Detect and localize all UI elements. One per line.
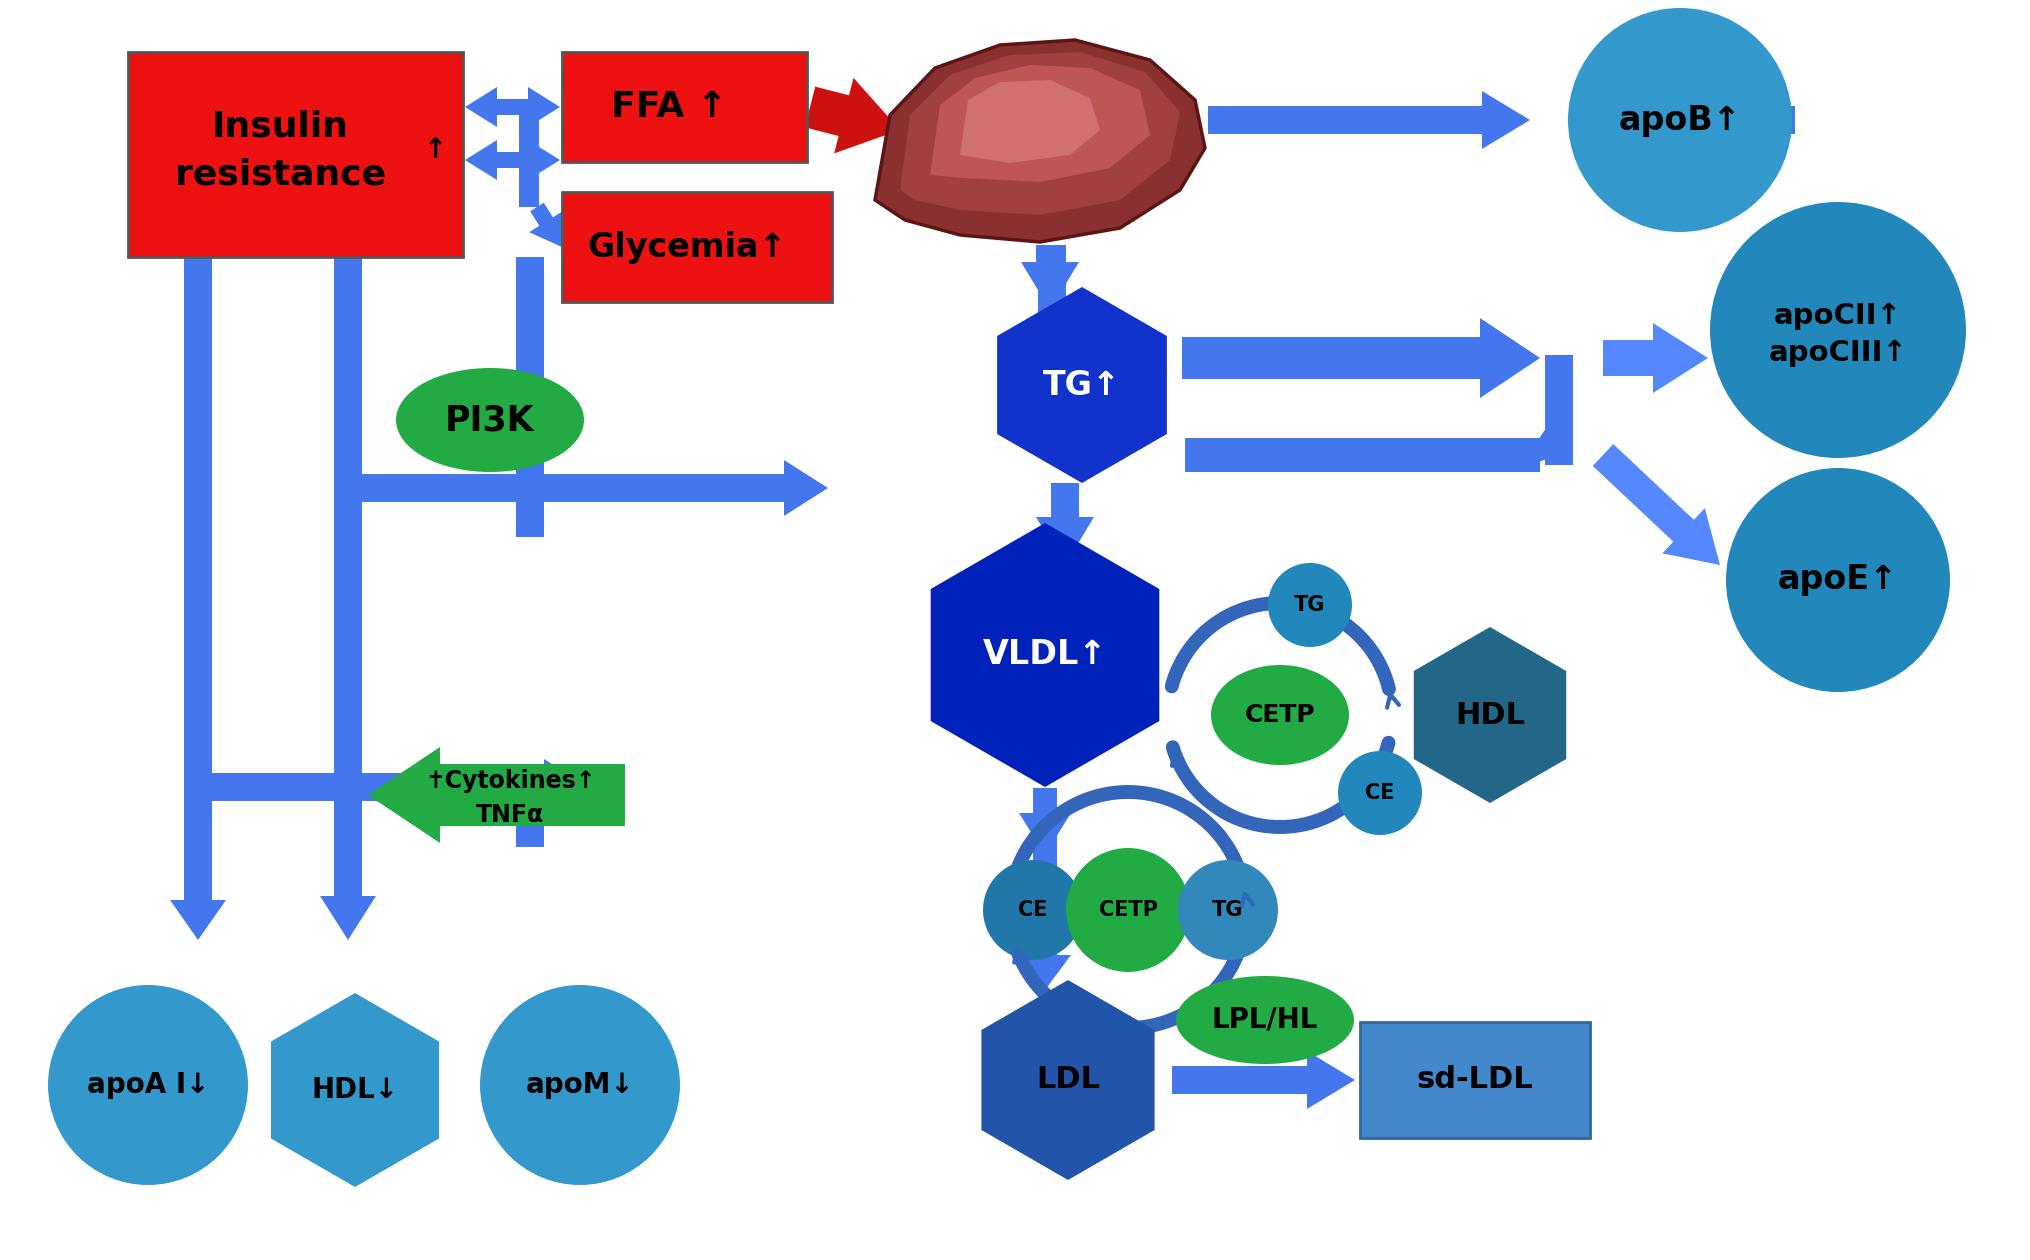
Text: apoCIII↑: apoCIII↑ xyxy=(1768,339,1906,367)
Polygon shape xyxy=(997,287,1167,483)
Polygon shape xyxy=(465,87,560,127)
Polygon shape xyxy=(1602,323,1707,393)
FancyBboxPatch shape xyxy=(562,192,832,302)
Bar xyxy=(1033,788,1056,919)
Bar xyxy=(185,257,211,902)
FancyBboxPatch shape xyxy=(562,52,806,163)
Polygon shape xyxy=(875,40,1204,242)
Text: Insulin: Insulin xyxy=(211,110,349,144)
Polygon shape xyxy=(1518,412,1559,469)
Circle shape xyxy=(1726,467,1949,692)
Polygon shape xyxy=(1181,318,1539,398)
Ellipse shape xyxy=(1210,665,1348,765)
Circle shape xyxy=(983,861,1082,960)
Text: PI3K: PI3K xyxy=(445,403,534,437)
Polygon shape xyxy=(1021,244,1078,310)
Polygon shape xyxy=(1035,483,1094,564)
Bar xyxy=(1033,856,1056,955)
Circle shape xyxy=(1338,751,1421,835)
Circle shape xyxy=(1709,202,1965,457)
Bar xyxy=(516,788,544,847)
Text: TG: TG xyxy=(1293,595,1326,615)
Circle shape xyxy=(479,985,680,1184)
Text: apoCII↑: apoCII↑ xyxy=(1772,302,1900,330)
Text: CETP: CETP xyxy=(1098,900,1157,920)
Text: apoB↑: apoB↑ xyxy=(1618,103,1740,136)
Bar xyxy=(520,107,538,207)
Polygon shape xyxy=(465,140,560,180)
Ellipse shape xyxy=(1175,976,1354,1063)
Circle shape xyxy=(1066,848,1190,971)
Polygon shape xyxy=(1567,91,1795,149)
Bar xyxy=(197,772,532,801)
Text: ✝Cytokines↑: ✝Cytokines↑ xyxy=(424,769,595,793)
Text: apoM↓: apoM↓ xyxy=(526,1071,633,1099)
Text: resistance: resistance xyxy=(175,158,386,192)
Text: TG: TG xyxy=(1212,900,1242,920)
Bar xyxy=(516,257,544,537)
Polygon shape xyxy=(804,78,899,154)
Text: apoE↑: apoE↑ xyxy=(1776,563,1898,596)
Bar xyxy=(333,257,361,788)
Circle shape xyxy=(1267,563,1352,646)
Text: FFA ↑: FFA ↑ xyxy=(611,89,727,123)
Bar xyxy=(347,474,777,501)
Text: TNFα: TNFα xyxy=(475,803,544,827)
Polygon shape xyxy=(1413,627,1565,803)
Bar xyxy=(1183,438,1539,472)
FancyBboxPatch shape xyxy=(1360,1022,1589,1138)
Polygon shape xyxy=(367,747,625,843)
Circle shape xyxy=(49,985,248,1184)
FancyBboxPatch shape xyxy=(128,52,463,257)
Text: HDL↓: HDL↓ xyxy=(311,1076,398,1104)
Polygon shape xyxy=(270,993,438,1187)
Text: CE: CE xyxy=(1364,782,1395,803)
Text: sd-LDL: sd-LDL xyxy=(1417,1066,1533,1095)
Polygon shape xyxy=(171,900,225,940)
Text: LPL/HL: LPL/HL xyxy=(1212,1005,1317,1034)
Text: CE: CE xyxy=(1017,900,1047,920)
Polygon shape xyxy=(930,66,1149,181)
Text: HDL: HDL xyxy=(1453,701,1525,730)
Polygon shape xyxy=(777,460,828,517)
Circle shape xyxy=(1567,8,1790,232)
Text: Glycemia↑: Glycemia↑ xyxy=(587,231,786,263)
Polygon shape xyxy=(1592,444,1719,564)
Polygon shape xyxy=(899,52,1179,215)
Ellipse shape xyxy=(396,368,585,472)
Polygon shape xyxy=(532,759,589,815)
Polygon shape xyxy=(530,203,562,247)
Circle shape xyxy=(1177,861,1277,960)
Bar xyxy=(1037,244,1066,325)
Text: CETP: CETP xyxy=(1244,703,1315,727)
Polygon shape xyxy=(1208,91,1529,149)
Polygon shape xyxy=(1019,788,1070,856)
Text: VLDL↑: VLDL↑ xyxy=(983,639,1106,672)
Polygon shape xyxy=(980,980,1153,1181)
Text: TG↑: TG↑ xyxy=(1043,368,1121,402)
Text: LDL: LDL xyxy=(1035,1066,1100,1095)
Polygon shape xyxy=(321,788,376,940)
Polygon shape xyxy=(1171,1051,1354,1109)
Bar xyxy=(1545,355,1571,465)
Polygon shape xyxy=(930,523,1159,788)
Polygon shape xyxy=(1019,955,1070,990)
Text: ↑: ↑ xyxy=(422,136,447,164)
Text: apoA I↓: apoA I↓ xyxy=(87,1071,209,1099)
Polygon shape xyxy=(960,79,1100,163)
